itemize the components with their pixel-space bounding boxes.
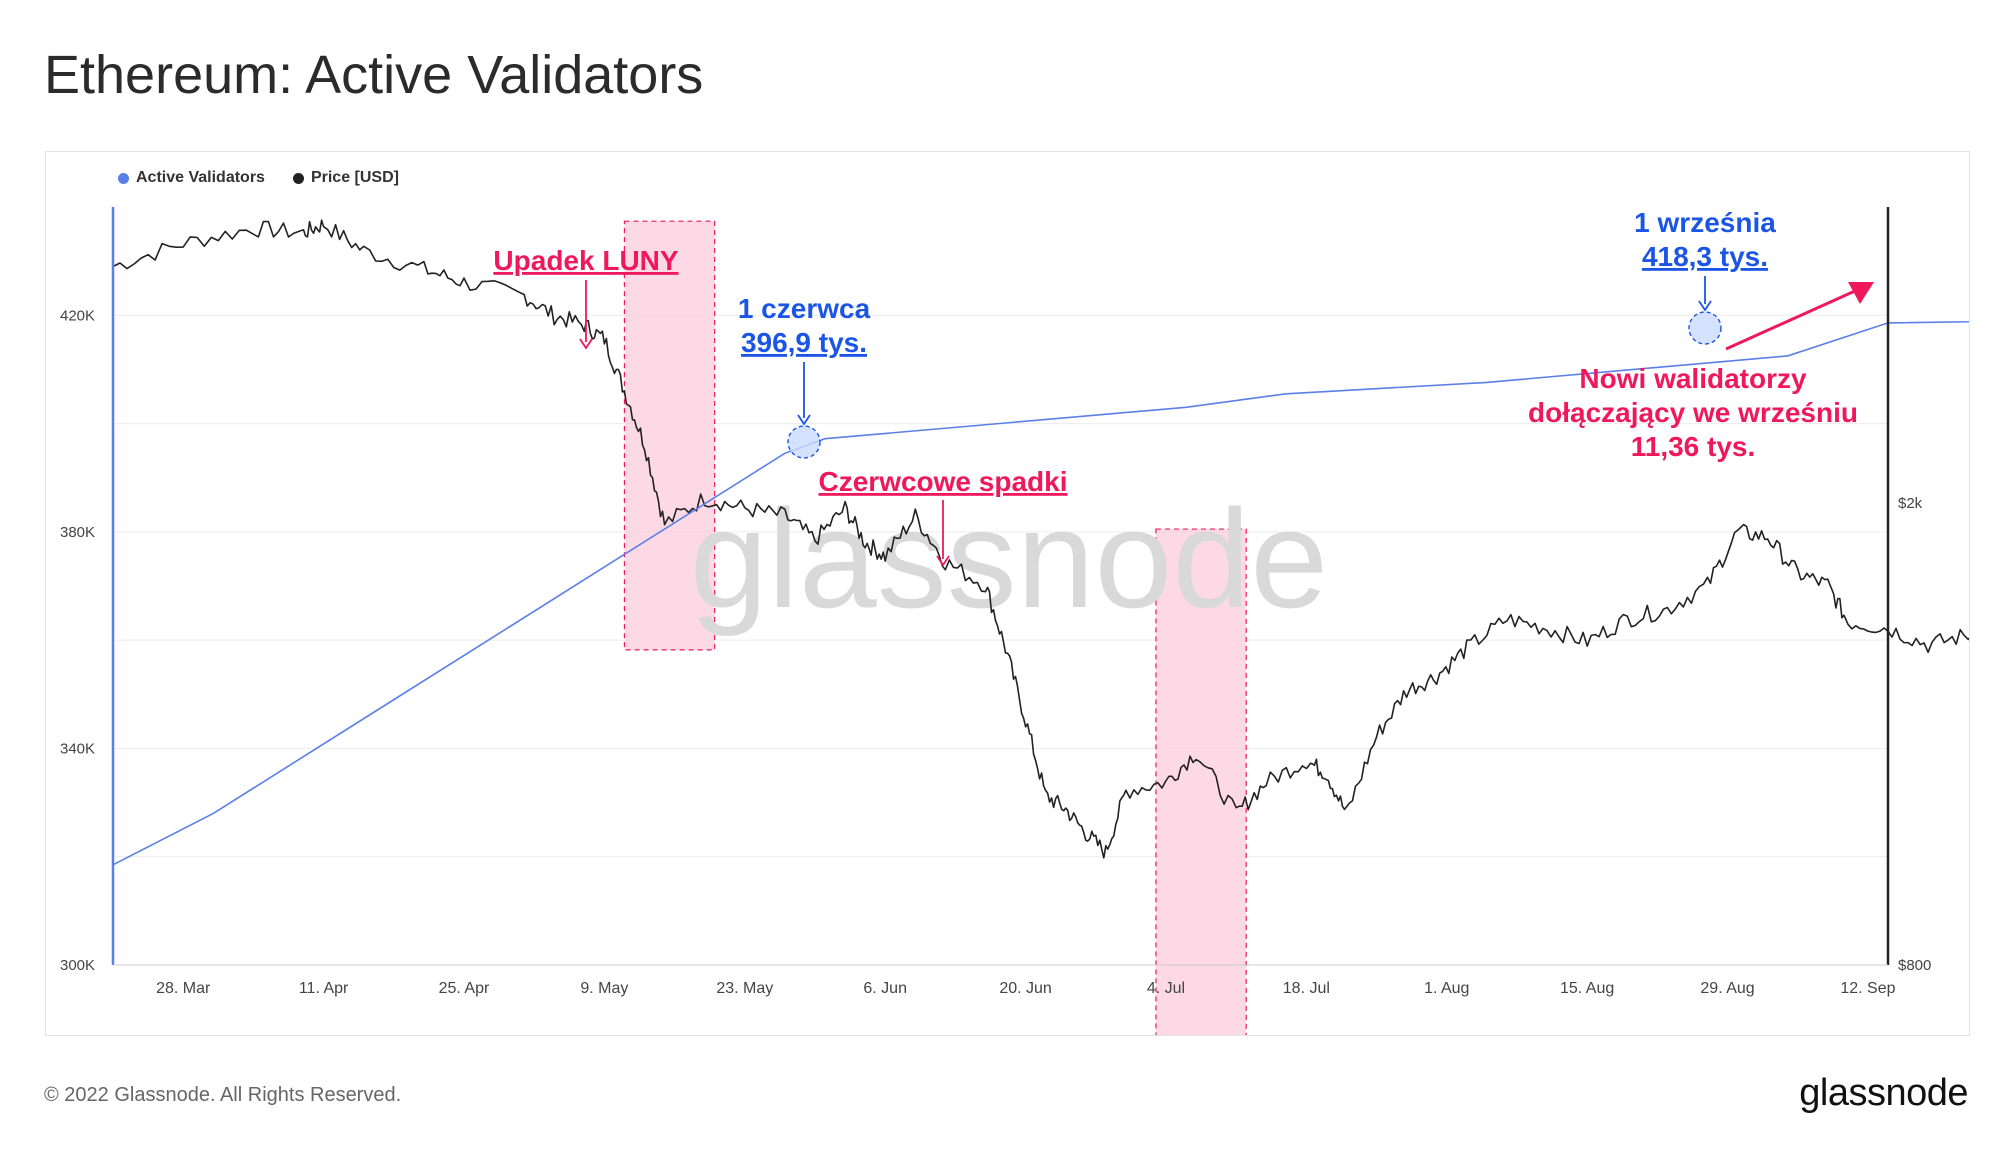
series-price	[112, 219, 1969, 859]
x-tick-label: 18. Jul	[1283, 980, 1330, 997]
chart-frame: Active Validators Price [USD] glassnode …	[45, 151, 1970, 1036]
annotation-note-arrow	[1725, 284, 1867, 351]
annotation-sep1-line2: 418,3 tys.	[1642, 241, 1768, 272]
y-left-tick-label: 380K	[60, 524, 95, 541]
annotation-june1-line2: 396,9 tys.	[741, 327, 867, 358]
x-tick-label: 25. Apr	[439, 980, 490, 997]
y-right-ticks: $800 $2k	[1898, 495, 1931, 974]
annotation-note-arrowhead	[1848, 282, 1874, 304]
annotations: Upadek LUNY Czerwcowe spadki 1 czerwca396,…	[493, 207, 1874, 567]
x-tick-label: 11. Apr	[299, 980, 349, 997]
highlight-regions	[623, 220, 1247, 1035]
y-left-ticks: 300K 340K 380K 420K	[60, 307, 95, 974]
footer-copyright: © 2022 Glassnode. All Rights Reserved.	[44, 1084, 402, 1106]
y-right-tick-label: $2k	[1898, 495, 1923, 512]
annotation-arrowhead	[1698, 300, 1712, 312]
y-left-tick-label: 340K	[60, 740, 95, 757]
x-tick-label: 29. Aug	[1700, 980, 1754, 997]
legend-dot-validators	[118, 172, 129, 184]
annotation-note-line-1: Nowi walidatorzy	[1579, 363, 1807, 394]
x-tick-label: 4. Jul	[1147, 980, 1185, 997]
highlight-luna	[623, 220, 716, 651]
annotation-arrowhead	[797, 414, 811, 426]
x-tick-label: 6. Jun	[863, 980, 907, 997]
chart-svg: glassnode 300K 340K 380K 420K $800 $2k 28. M…	[60, 207, 1969, 1035]
watermark: glassnode	[690, 480, 1328, 637]
annotation-note-line-2: dołączający we wrześniu	[1528, 397, 1858, 428]
annotation-arrowhead	[936, 555, 950, 567]
annotation-june1-line1: 1 czerwca	[738, 293, 871, 324]
x-tick-label: 15. Aug	[1560, 980, 1614, 997]
validators-line	[112, 320, 1969, 866]
page-title: Ethereum: Active Validators	[44, 45, 704, 105]
annotation-june-text: Czerwcowe spadki	[819, 466, 1068, 497]
annotation-sep1-marker	[1688, 311, 1722, 345]
x-tick-label: 9. May	[580, 980, 628, 997]
x-tick-label: 23. May	[716, 980, 773, 997]
chart-legend: Active Validators Price [USD]	[118, 169, 399, 187]
axes	[111, 207, 1890, 966]
annotation-luna-text: Upadek LUNY	[493, 245, 678, 276]
annotation-note-line-3: 11,36 tys.	[1631, 431, 1756, 462]
legend-label-price: Price [USD]	[310, 169, 399, 186]
x-tick-label: 20. Jun	[999, 980, 1051, 997]
legend-item-price[interactable]: Price [USD]	[292, 169, 399, 187]
legend-item-validators[interactable]: Active Validators	[118, 169, 265, 187]
x-ticks: 28. Mar 11. Apr 25. Apr 9. May 23. May 6. Jun…	[156, 980, 1896, 997]
series-validators	[112, 320, 1969, 866]
annotation-sep1-line1: 1 września	[1634, 207, 1776, 238]
x-tick-label: 12. Sep	[1840, 980, 1895, 997]
y-left-tick-label: 300K	[60, 957, 95, 974]
price-line	[112, 219, 1969, 859]
legend-label-validators: Active Validators	[136, 169, 265, 186]
x-tick-label: 1. Aug	[1424, 980, 1469, 997]
highlight-june	[1155, 528, 1247, 1035]
x-tick-label: 28. Mar	[156, 980, 211, 997]
annotation-arrowhead	[579, 338, 593, 350]
glassnode-logo[interactable]: glassnode	[1799, 1072, 1968, 1114]
y-right-tick-label: $800	[1898, 957, 1931, 974]
annotation-june1-marker	[787, 425, 821, 459]
y-left-tick-label: 420K	[60, 307, 95, 324]
legend-dot-price	[292, 172, 304, 184]
